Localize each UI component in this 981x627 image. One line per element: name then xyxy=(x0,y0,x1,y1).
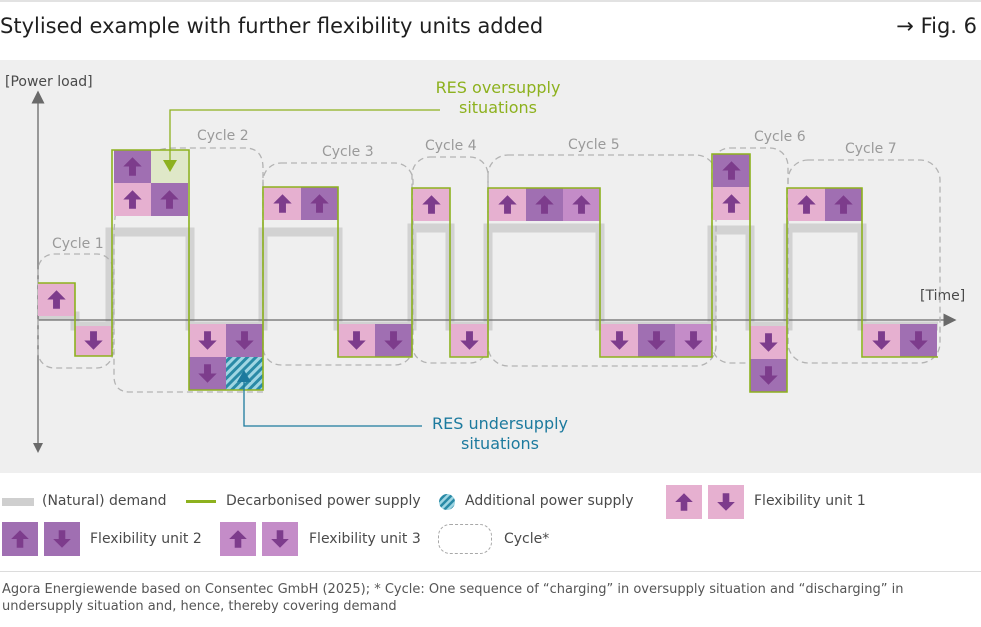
cycle-4-label: Cycle 4 xyxy=(425,138,477,154)
cycle-1-label: Cycle 1 xyxy=(52,236,104,252)
oversupply-title: RES oversupply xyxy=(436,78,561,97)
unit2-down-swatch xyxy=(44,522,80,556)
legend-unit1: Flexibility unit 1 xyxy=(754,493,866,509)
cycle-6-label: Cycle 6 xyxy=(754,129,806,145)
footer-rule xyxy=(0,571,981,572)
cycle-7-label: Cycle 7 xyxy=(845,141,897,157)
source-note: Agora Energiewende based on Consentec Gm… xyxy=(2,582,904,614)
oversupply-callout: RES oversupply situations xyxy=(163,78,560,172)
decarbonised-supply-line xyxy=(38,149,938,393)
additional-supply-swatch xyxy=(439,494,455,510)
undersupply-callout: RES undersupply situations xyxy=(237,370,568,453)
page-title: Stylised example with further flexibilit… xyxy=(0,14,544,38)
top-rule xyxy=(0,0,981,2)
unit3-up-swatch xyxy=(220,522,256,556)
cycle-5-outline xyxy=(487,154,717,367)
cycle-swatch xyxy=(438,524,492,554)
flexibility-diagram: [Power load] [Time] Cycle 1 Cycle 2 Cycl… xyxy=(5,74,965,453)
cycle-7-outline xyxy=(787,159,941,364)
legend-unit2: Flexibility unit 2 xyxy=(90,531,202,547)
unit3-down-swatch xyxy=(262,522,298,556)
x-axis-label: [Time] xyxy=(920,288,965,304)
undersupply-subtitle: situations xyxy=(461,434,539,453)
diagram-panel: [Power load] [Time] Cycle 1 Cycle 2 Cycl… xyxy=(0,60,981,473)
cycle-5-label: Cycle 5 xyxy=(568,137,620,153)
figure-number: → Fig. 6 xyxy=(896,14,977,38)
cycle-2-label: Cycle 2 xyxy=(197,128,249,144)
undersupply-title: RES undersupply xyxy=(432,414,568,433)
demand-swatch xyxy=(2,498,34,506)
unit1-down-swatch xyxy=(708,485,744,519)
y-axis-label: [Power load] xyxy=(5,74,93,90)
legend-supply: Decarbonised power supply xyxy=(226,493,421,509)
oversupply-subtitle: situations xyxy=(459,98,537,117)
unit1-up-swatch xyxy=(666,485,702,519)
legend-additional: Additional power supply xyxy=(465,493,634,509)
legend-demand: (Natural) demand xyxy=(42,493,167,509)
legend-cycle: Cycle* xyxy=(504,531,550,547)
unit2-up-swatch xyxy=(2,522,38,556)
legend: (Natural) demand Decarbonised power supp… xyxy=(0,473,981,571)
legend-unit3: Flexibility unit 3 xyxy=(309,531,421,547)
supply-swatch xyxy=(186,500,216,503)
cycle-3-label: Cycle 3 xyxy=(322,144,374,160)
